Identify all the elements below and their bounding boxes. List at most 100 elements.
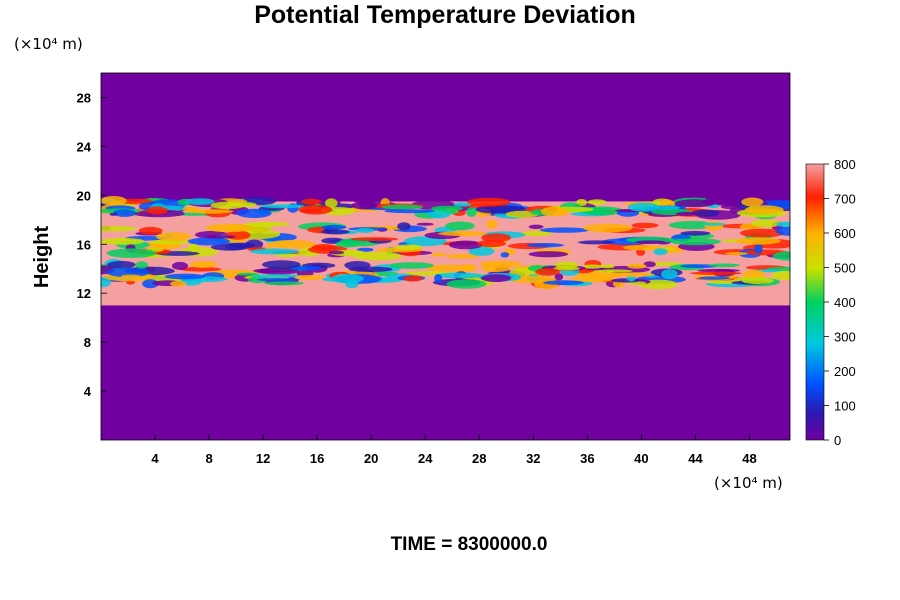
field-blob [540,206,570,217]
field-blob [446,279,487,289]
x-tick-label: 24 [418,451,433,466]
x-tick-label: 32 [526,451,540,466]
colorbar-tick-label: 500 [834,261,856,276]
field-blob [142,279,159,289]
colorbar-tick-label: 200 [834,364,856,379]
field-blob [539,227,590,233]
x-tick-label: 8 [205,451,212,466]
field-blob [185,198,215,205]
field-blob [403,275,423,282]
field-blob [431,252,447,257]
field-blob [262,260,301,269]
field-blob [690,271,742,275]
field-blob [109,212,118,216]
field-blob [698,276,731,280]
field-blob [653,248,668,256]
field-blob [101,225,138,232]
field-blob [528,251,569,258]
field-blob [179,267,222,272]
x-axis: 4 8 12 16 20 24 28 32 36 40 44 48 [151,434,757,466]
field-blob [205,223,254,233]
field-blob [775,226,790,236]
field-blob [735,237,781,245]
field-blob [328,250,345,255]
field-blob [599,264,614,269]
plot-area [101,73,790,440]
field-blob [171,261,189,270]
field-blob [481,264,511,273]
field-blob [388,262,434,269]
field-blob [236,272,260,276]
field-blob [434,272,483,279]
turbulent-layer [101,196,790,220]
field-blob [384,209,435,214]
turbulent-layer [101,258,790,290]
field-blob [325,198,338,208]
field-blob [229,242,256,249]
y-tick-label: 12 [77,286,91,301]
field-blob [113,209,137,217]
time-label: TIME = 8300000.0 [391,534,548,555]
field-blob [138,226,163,235]
field-blob [236,208,272,218]
field-blob [438,231,488,237]
field-blob [249,248,300,255]
colorbar-tick-label: 400 [834,295,856,310]
field-blob [294,274,325,281]
field-blob [500,252,510,258]
y-tick-label: 16 [77,237,91,252]
field-blob [431,205,463,212]
field-blob [135,261,148,269]
field-blob [480,274,512,282]
field-blob [553,266,581,271]
colorbar-tick-label: 100 [834,399,856,414]
field-blob [636,248,646,256]
field-blob [631,222,659,229]
field-blob [668,221,716,230]
field-blob [751,219,781,228]
field-blob [344,261,371,270]
field-blob [744,205,784,215]
field-blob [434,274,443,283]
field-blob [520,230,553,237]
colorbar [805,163,825,441]
field-blob [355,228,374,233]
field-blob [701,222,726,226]
field-blob [680,231,711,236]
field-blob [453,202,472,207]
field-blob [578,240,615,245]
field-blob [335,240,360,248]
colorbar-tick-label: 600 [834,226,856,241]
field-blob [467,197,511,207]
chart-title: Potential Temperature Deviation [254,1,636,29]
field-blob [622,245,662,251]
field-blob [627,202,660,212]
field-blob [543,280,584,286]
x-tick-label: 28 [472,451,486,466]
field-blob [146,206,168,215]
field-blob [101,237,145,245]
field-blob [187,237,230,246]
colorbar-tick-label: 800 [834,157,856,172]
y-tick-label: 20 [77,188,91,203]
field-blob [581,264,603,269]
field-blob [155,232,192,242]
field-blob [741,197,764,207]
colorbar-tick-label: 300 [834,330,856,345]
field-blob [739,228,785,238]
field-blob [466,207,477,217]
field-blob [320,229,350,235]
field-blob [772,251,790,261]
field-blob [611,278,641,283]
field-blob [635,240,666,244]
field-blob [256,267,300,275]
x-tick-label: 44 [688,451,703,466]
field-blob [477,239,506,248]
field-blob [251,274,304,278]
field-blob [448,240,483,250]
colorbar-tick-label: 0 [834,433,841,448]
field-blob [188,243,199,253]
field-blob [120,274,142,279]
colorbar-ticks: 0 100 200 300 400 500 600 700 800 [824,157,856,448]
